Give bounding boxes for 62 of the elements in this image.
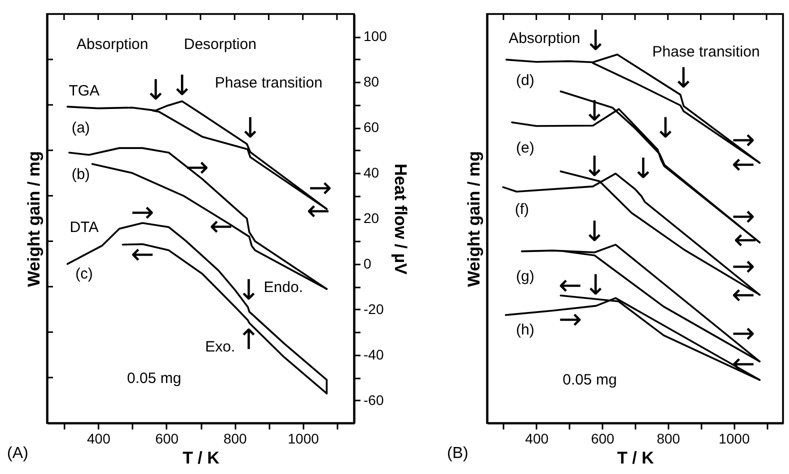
annotation: Phase transition: [214, 74, 322, 92]
annotation: ↓: [584, 24, 608, 58]
annotation: DTA: [70, 219, 99, 236]
x-tick-label: 800: [223, 430, 248, 446]
annotation: (e): [516, 139, 534, 156]
annotation: (b): [72, 166, 90, 183]
annotation: TGA: [68, 82, 100, 100]
annotation: ←: [209, 210, 233, 242]
y-tick-label: 80: [364, 74, 380, 90]
y-tick-label: 0: [364, 255, 372, 272]
annotation: ↓: [654, 111, 678, 144]
annotation: ↓: [582, 94, 606, 128]
x-tick-label: 400: [525, 430, 549, 446]
annotation: (d): [516, 72, 534, 89]
x-axis-title: T / K: [182, 448, 220, 468]
annotation: 0.05 mg: [562, 372, 617, 389]
y-tick-label: -60: [364, 392, 384, 408]
annotation: ↓: [236, 273, 260, 306]
x-axis-title: T / K: [617, 448, 655, 468]
annotation: (c): [75, 266, 93, 283]
annotation: ↓: [238, 112, 262, 145]
annotation: (g): [516, 268, 534, 285]
annotation: (a): [72, 119, 90, 136]
x-tick-label: 600: [155, 430, 179, 446]
annotation: 0.05 mg: [127, 370, 182, 388]
text: (A): [7, 445, 28, 462]
annotation: ↓: [632, 152, 656, 185]
annotation: ↓: [582, 150, 606, 184]
annotation: Absorption: [76, 36, 148, 53]
annotation: →: [558, 302, 582, 336]
annotation: ↓: [170, 68, 194, 102]
x-tick-label: 800: [656, 430, 680, 446]
annotation: (h): [516, 321, 534, 338]
text: (B): [447, 445, 468, 462]
x-tick-label: 1000: [288, 430, 320, 446]
y-tick-label: -20: [364, 300, 384, 317]
annotation: ↓: [582, 214, 606, 248]
annotation: ←: [558, 268, 582, 302]
y-tick-label: 60: [364, 119, 380, 136]
annotation: ←: [130, 238, 154, 271]
y2-axis-title: Weight gain / mg: [24, 151, 44, 287]
annotation: →: [732, 316, 756, 350]
annotation: Desorption: [184, 36, 256, 53]
annotation: Phase transition: [652, 44, 760, 61]
x-tick-label: 1000: [718, 430, 750, 446]
y-tick-label: 40: [364, 164, 380, 181]
annotation: Exo.: [205, 338, 236, 356]
y-tick-label: 100: [364, 28, 388, 44]
annotation: ↓: [144, 73, 168, 106]
x-tick-label: 600: [590, 430, 615, 446]
y-axis-title: Weight gain / mg: [464, 151, 484, 287]
annotation: ↓: [584, 268, 608, 302]
annotation: ↓: [672, 61, 696, 94]
y-tick-label: 20: [364, 210, 380, 226]
y-axis-title: Heat flow / µV: [390, 164, 410, 276]
text: Absorption: [508, 30, 580, 48]
y-tick-label: -40: [364, 346, 384, 362]
annotation: Endo.: [264, 279, 303, 296]
x-tick-label: 400: [86, 430, 111, 446]
annotation: →: [130, 196, 154, 229]
annotation: ↑: [236, 323, 260, 356]
annotation: (f): [514, 201, 530, 218]
